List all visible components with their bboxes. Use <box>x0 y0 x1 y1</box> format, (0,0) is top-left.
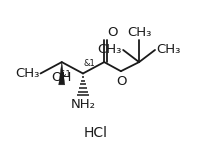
Text: CH₃: CH₃ <box>97 43 122 56</box>
Text: O: O <box>116 75 127 88</box>
Text: CH₃: CH₃ <box>127 26 151 39</box>
Text: HCl: HCl <box>84 126 108 140</box>
Text: &1: &1 <box>84 59 95 68</box>
Text: O: O <box>107 26 118 39</box>
Text: CH₃: CH₃ <box>15 67 39 80</box>
Text: NH₂: NH₂ <box>70 99 95 112</box>
Polygon shape <box>59 62 65 85</box>
Text: &1: &1 <box>60 70 72 79</box>
Text: CH₃: CH₃ <box>157 43 181 56</box>
Text: OH: OH <box>51 71 71 84</box>
